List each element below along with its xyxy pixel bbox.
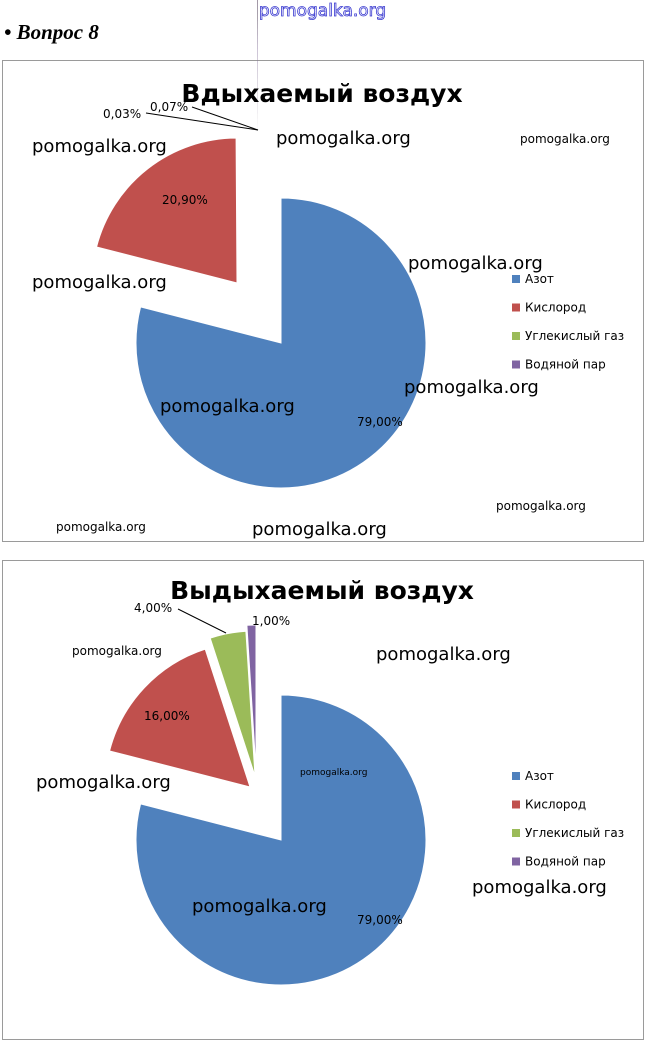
legend-swatch [512,275,520,283]
watermark: pomogalka.org [276,128,411,149]
watermark: pomogalka.org [408,253,543,274]
watermark: pomogalka.org [192,896,327,917]
data-label: 16,00% [144,709,190,723]
watermark: pomogalka.org [160,396,295,417]
legend-swatch [512,360,520,369]
leader-line [191,106,259,131]
pie-slice-Азот [135,197,427,489]
legend-swatch [512,332,520,340]
watermark: pomogalka.org [36,772,171,793]
legend-swatch [512,800,520,809]
pie-slice-Кислород [95,137,238,284]
watermark: pomogalka.org [252,519,387,540]
pie-slice-Углекислый-газ [209,630,256,777]
legend-label: Углекислый газ [525,329,624,343]
legend-swatch [512,303,520,312]
watermark: pomogalka.org [520,132,610,146]
data-label: 1,00% [252,614,290,628]
watermark: pomogalka.org [72,644,162,658]
pie-slice-Водяной-пар [246,624,257,771]
legend-label: Водяной пар [525,358,606,372]
watermark: pomogalka.org [300,768,368,778]
data-label: 0,07% [150,100,188,114]
watermark: pomogalka.org [376,644,511,665]
data-label: 79,00% [357,913,403,927]
legend-label: Водяной пар [525,855,606,869]
pie-slice-Азот [135,694,427,986]
legend-label: Азот [525,769,554,783]
data-label: 20,90% [162,193,208,207]
data-label: 79,00% [357,415,403,429]
pie-slice-Углекислый-газ [257,0,258,131]
leader-line [177,608,227,634]
data-label: 0,03% [103,107,141,121]
legend-label: Кислород [525,798,586,812]
leader-line [145,112,259,131]
watermark: pomogalka.org [404,377,539,398]
pie-slice-Кислород [108,648,251,788]
legend-swatch [512,772,520,780]
chart-title: Вдыхаемый воздух [181,79,462,108]
legend-swatch [512,829,520,837]
question-heading: • Вопрос 8 [4,20,99,44]
chart-title: Выдыхаемый воздух [170,576,474,605]
data-label: 4,00% [134,601,172,615]
legend-label: Азот [525,272,554,286]
legend-label: Кислород [525,301,586,315]
pie-slice-Водяной-пар [257,0,258,131]
legend-swatch [512,857,520,866]
watermark: pomogalka.org [32,136,167,157]
watermark: pomogalka.org [496,499,586,513]
watermark: pomogalka.org [56,520,146,534]
watermark: pomogalka.org [472,877,607,898]
site-watermark-header: pomogalka.org [258,1,387,22]
watermark: pomogalka.org [32,272,167,293]
legend-label: Углекислый газ [525,826,624,840]
